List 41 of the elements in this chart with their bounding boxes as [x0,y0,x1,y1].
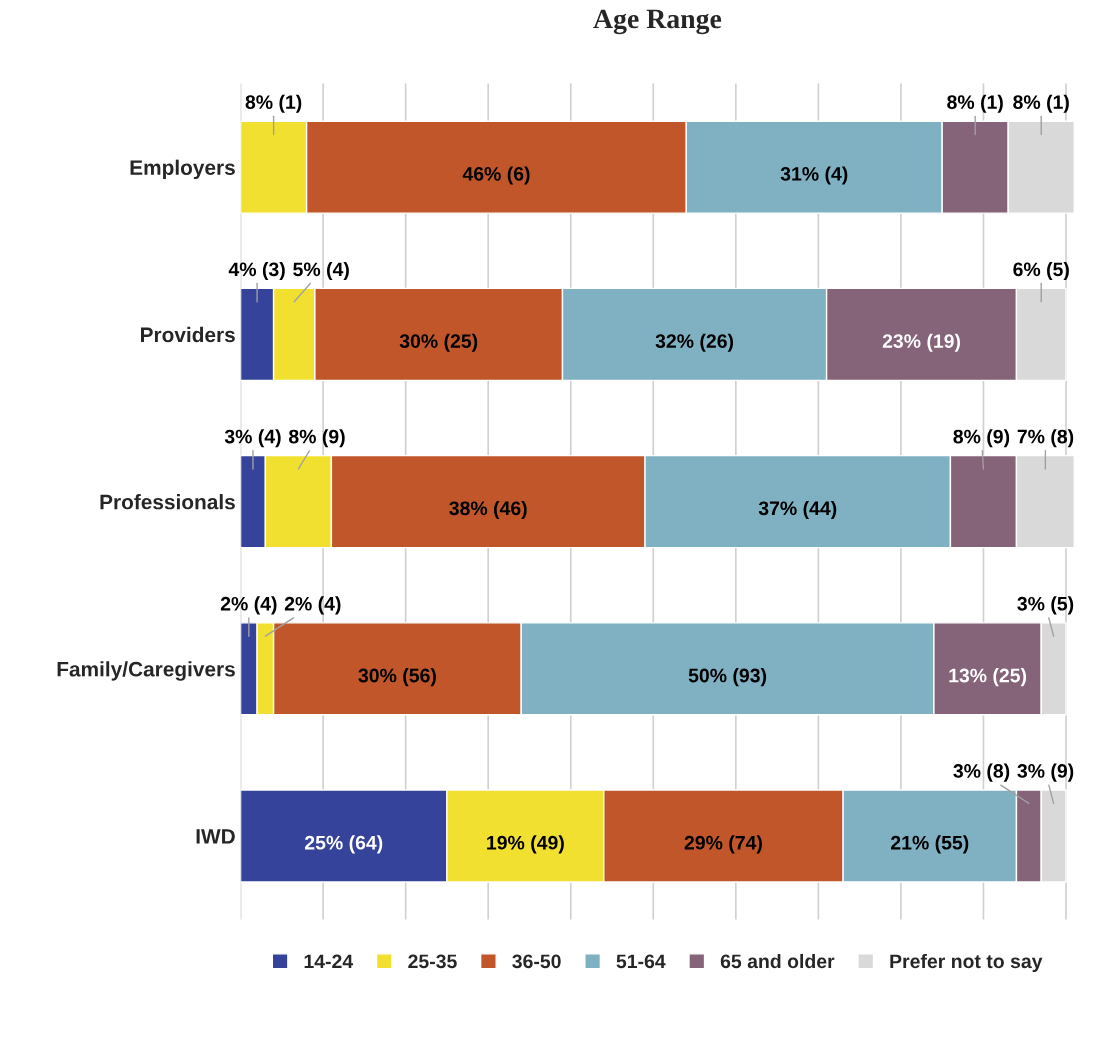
y-tick-label: Employers [130,159,235,180]
chart-title: Age Range [593,9,722,35]
data-label: 46% (6) [462,166,530,185]
legend-label: 65 and older [720,953,835,969]
data-label: 8% (9) [288,429,345,448]
data-label: 2% (4) [220,596,277,615]
data-label: 30% (25) [399,333,478,352]
legend-label: 14-24 [304,954,354,969]
data-label: 7% (8) [1017,429,1074,448]
data-label: 19% (49) [487,835,564,854]
data-label: 8% (1) [947,94,1003,113]
data-label: 8% (1) [1013,94,1069,113]
data-label: 3% (4) [224,429,281,448]
data-label: 4% (3) [228,261,285,281]
data-label: 29% (74) [684,835,762,854]
y-tick-label: Professionals [100,494,235,510]
data-label: 6% (5) [1013,261,1069,281]
data-label: 5% (4) [293,261,349,281]
legend-label: Prefer not to say [890,953,1043,973]
data-label: 30% (56) [358,668,436,687]
data-label: 3% (5) [1017,596,1074,615]
data-label: 8% (9) [953,429,1010,448]
data-label: 13% (25) [949,668,1027,687]
y-tick-label: Providers [141,326,235,343]
legend-label: 51-64 [616,954,666,969]
legend-label: 36-50 [512,954,561,969]
data-label: 2% (4) [284,596,341,615]
y-tick-label: Family/Caregivers [57,661,235,681]
data-label: 23% (19) [882,333,961,352]
data-label: 8% (1) [245,94,302,113]
data-label: 25% (64) [304,835,383,854]
data-label: 32% (26) [655,333,734,352]
data-label: 37% (44) [758,500,837,520]
data-label: 31% (4) [780,166,848,185]
data-label: 3% (9) [1017,763,1074,782]
y-tick-label: IWD [196,829,235,844]
data-label: 21% (55) [891,835,969,854]
legend-label: 25-35 [408,954,457,969]
data-label: 38% (46) [449,500,527,520]
data-label: 3% (8) [953,763,1010,782]
data-label: 50% (93) [688,668,767,687]
